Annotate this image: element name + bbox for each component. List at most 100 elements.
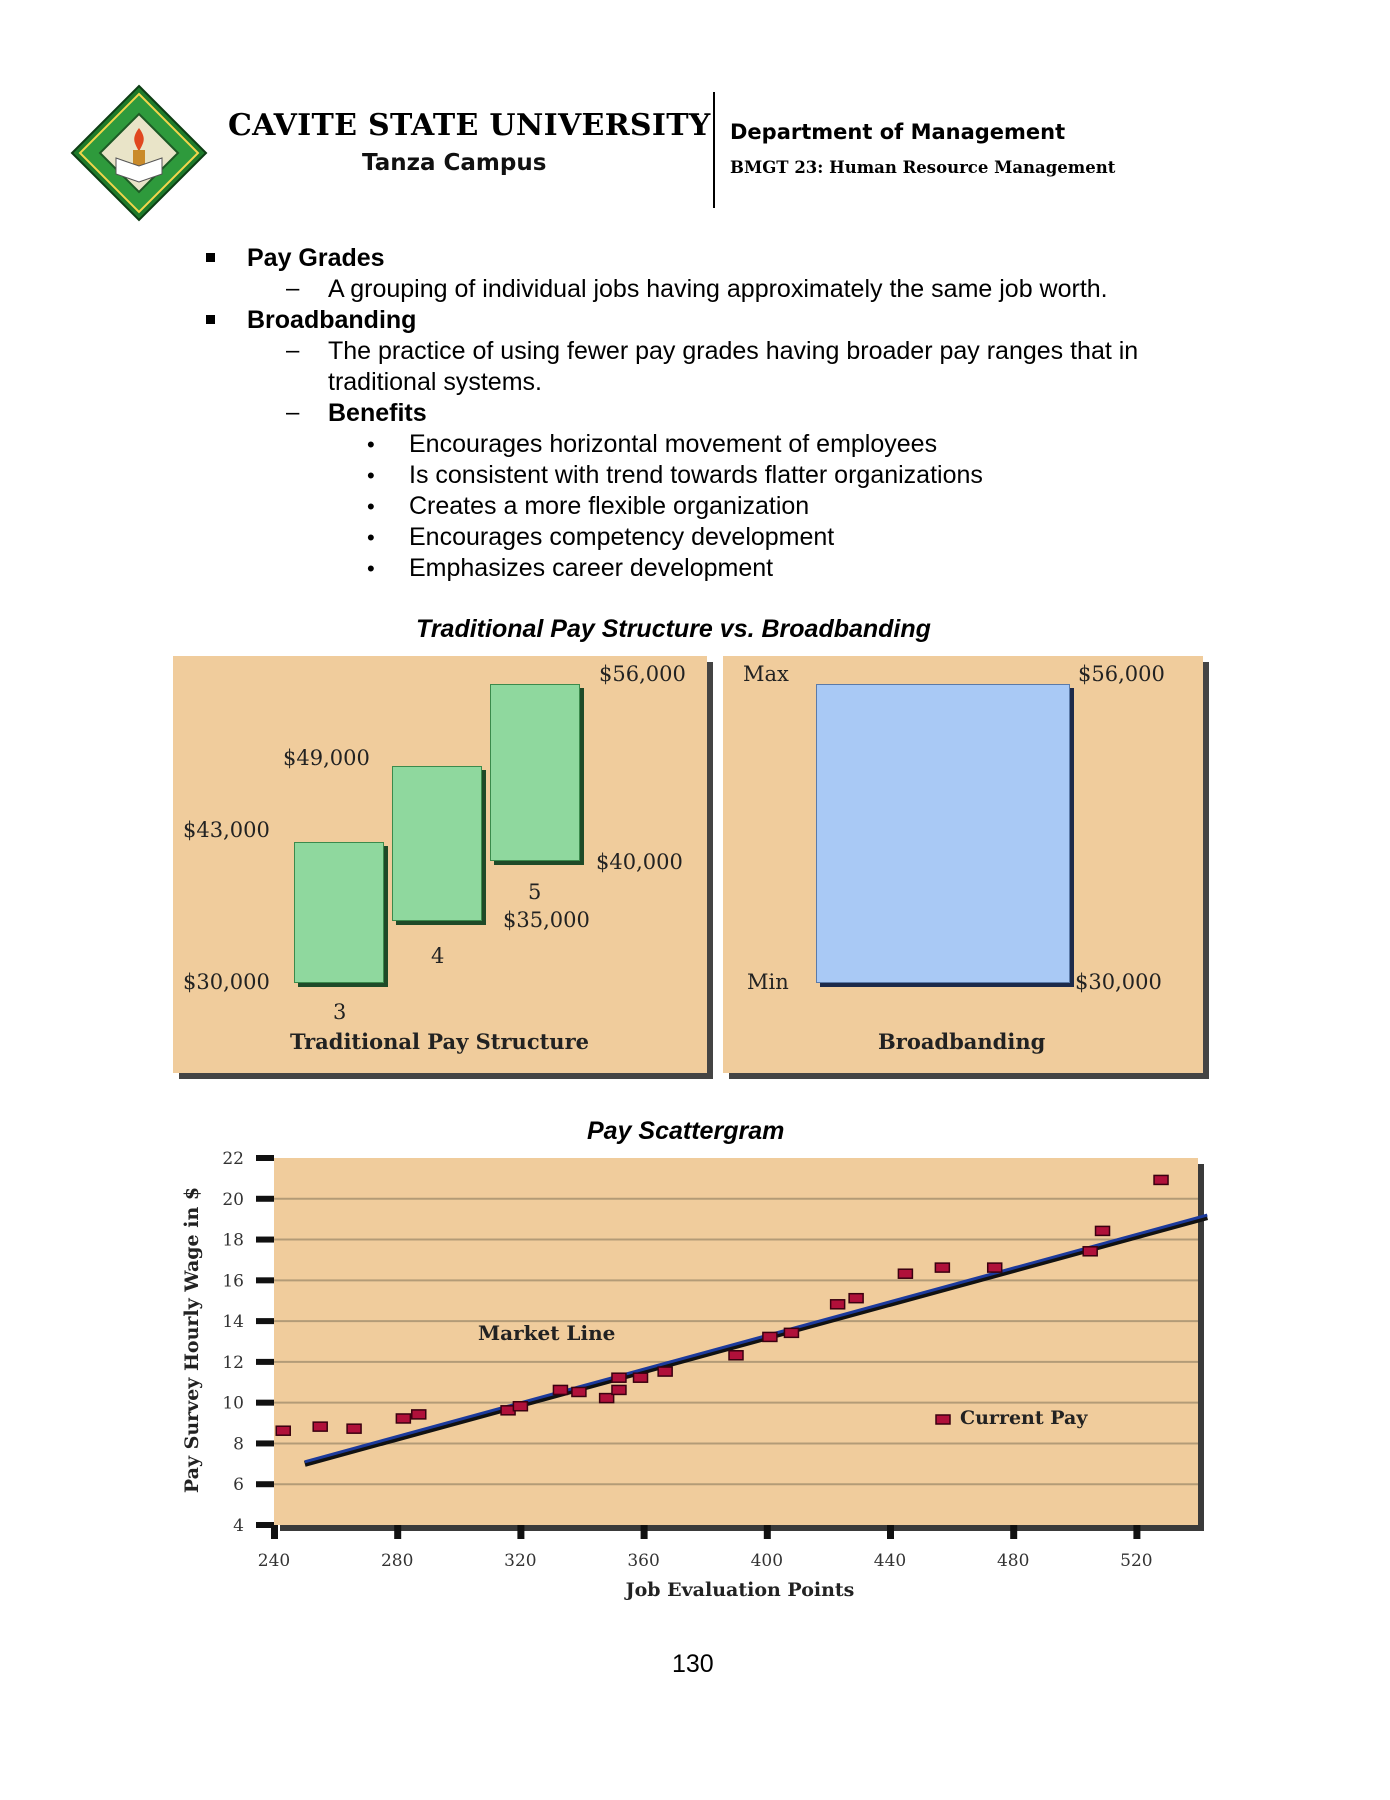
y-tick-mark <box>256 1399 274 1406</box>
market-line-group <box>304 1213 1209 1467</box>
data-point <box>611 1372 627 1383</box>
x-tick-mark <box>517 1525 525 1539</box>
round-bullet-icon: • <box>367 494 375 519</box>
grade-3-max-label: $43,000 <box>183 818 270 842</box>
broadband-bar <box>816 684 1070 983</box>
dash-bullet-icon: – <box>286 337 300 364</box>
chart-title: Pay Scattergram <box>587 1117 785 1145</box>
square-bullet-icon <box>206 315 215 324</box>
broadbanding-panel-title: Broadbanding <box>878 1029 1046 1054</box>
data-point <box>1153 1174 1169 1186</box>
y-tick-mark <box>256 1236 274 1243</box>
x-tick-label: 440 <box>874 1551 906 1571</box>
round-bullet-icon: • <box>367 432 375 457</box>
data-point <box>552 1384 569 1396</box>
x-tick-label: 240 <box>258 1551 290 1571</box>
x-tick-mark <box>271 1525 278 1539</box>
benefits-heading: Benefits <box>328 399 427 427</box>
data-point <box>611 1384 627 1396</box>
data-point <box>848 1292 864 1304</box>
market-line-shadow <box>304 1214 1209 1467</box>
round-bullet-icon: • <box>367 556 375 581</box>
dash-bullet-icon: – <box>286 275 300 302</box>
min-word-label: Min <box>747 970 789 994</box>
x-axis-label: Job Evaluation Points <box>624 1579 855 1601</box>
course-name: BMGT 23: Human Resource Management <box>730 158 1116 177</box>
round-bullet-icon: • <box>367 525 375 550</box>
x-tick-mark <box>1010 1525 1018 1539</box>
x-tick-label: 320 <box>504 1551 536 1571</box>
legend-marker <box>935 1414 951 1425</box>
data-point <box>275 1425 291 1436</box>
y-tick-label: 12 <box>222 1353 244 1373</box>
data-point <box>829 1299 846 1310</box>
x-tick-mark <box>1133 1525 1141 1539</box>
grade-5-min-label: $35,000 <box>503 908 590 932</box>
y-tick-label: 16 <box>222 1271 244 1291</box>
y-tick-mark <box>256 1522 274 1528</box>
data-point <box>657 1366 673 1377</box>
y-tick-mark <box>256 1277 274 1284</box>
x-tick-label: 480 <box>997 1551 1029 1571</box>
x-tick-mark <box>640 1525 648 1539</box>
data-points <box>275 1174 1169 1436</box>
grade-4-bar <box>392 766 482 921</box>
grade-5-max-label: $56,000 <box>599 662 686 686</box>
data-point <box>571 1386 587 1398</box>
data-point <box>986 1262 1003 1273</box>
max-word-label: Max <box>743 662 789 686</box>
benefit-item: Is consistent with trend towards flatter… <box>409 461 983 489</box>
pay-grades-heading: Pay Grades <box>247 244 385 272</box>
university-name: CAVITE STATE UNIVERSITY <box>228 108 711 143</box>
grade-5-number: 5 <box>528 880 542 904</box>
benefit-item: Creates a more flexible organization <box>409 492 810 520</box>
x-tick-mark <box>887 1525 894 1539</box>
y-tick-label: 18 <box>222 1231 244 1251</box>
pay-scattergram-chart: 4 6 8 10 12 14 16 18 20 22 240 280 320 360 400 440 480 5… <box>181 1150 1209 1601</box>
legend: Current Pay <box>935 1407 1088 1429</box>
grade-3-number: 3 <box>333 1000 347 1024</box>
x-tick-label: 280 <box>381 1551 413 1571</box>
y-tick-mark <box>256 1195 274 1202</box>
round-bullet-icon: • <box>367 463 375 488</box>
data-point <box>1082 1246 1098 1257</box>
y-tick-label: 6 <box>233 1475 244 1495</box>
dash-bullet-icon: – <box>286 399 300 426</box>
figure-title-pay-structure: Traditional Pay Structure vs. Broadbandi… <box>416 615 931 643</box>
grade-3-bar <box>294 842 384 983</box>
grade-3-min-label: $30,000 <box>183 970 270 994</box>
data-point <box>728 1350 744 1361</box>
department-name: Department of Management <box>730 120 1066 144</box>
x-axis-ticks: 240 280 320 360 400 440 480 520 <box>258 1525 1153 1571</box>
y-axis-ticks: 4 6 8 10 12 14 16 18 20 22 <box>222 1150 274 1536</box>
market-line-label: Market Line <box>478 1321 615 1345</box>
broadbanding-definition-line-1: The practice of using fewer pay grades h… <box>328 337 1139 365</box>
market-line <box>304 1213 1208 1464</box>
page-number: 130 <box>672 1650 714 1678</box>
broadband-min-label: $30,000 <box>1075 970 1162 994</box>
y-tick-label: 4 <box>233 1516 244 1536</box>
grade-5-bar <box>490 684 580 861</box>
grade-4-number: 4 <box>431 944 445 968</box>
x-tick-label: 520 <box>1120 1551 1152 1571</box>
y-tick-mark <box>256 1440 274 1447</box>
data-point <box>1094 1225 1111 1237</box>
university-logo <box>70 84 208 222</box>
data-point <box>411 1409 427 1420</box>
campus-name: Tanza Campus <box>362 150 547 176</box>
broadband-max-label: $56,000 <box>1078 662 1165 686</box>
grade-4-max-label: $49,000 <box>283 746 370 770</box>
data-point <box>632 1372 649 1383</box>
benefit-item: Encourages competency development <box>409 523 835 551</box>
broadbanding-definition-line-2: traditional systems. <box>328 368 542 396</box>
y-tick-label: 22 <box>222 1150 244 1169</box>
y-tick-mark <box>256 1358 274 1365</box>
traditional-pay-panel: $56,000 $49,000 $43,000 $40,000 5 $35,00… <box>173 656 707 1073</box>
data-point <box>934 1262 951 1273</box>
data-point <box>346 1423 362 1434</box>
plot-area <box>274 1158 1198 1525</box>
x-tick-mark <box>394 1525 402 1539</box>
extra-label: $40,000 <box>596 850 683 874</box>
data-point <box>783 1327 800 1339</box>
data-point <box>312 1421 328 1432</box>
